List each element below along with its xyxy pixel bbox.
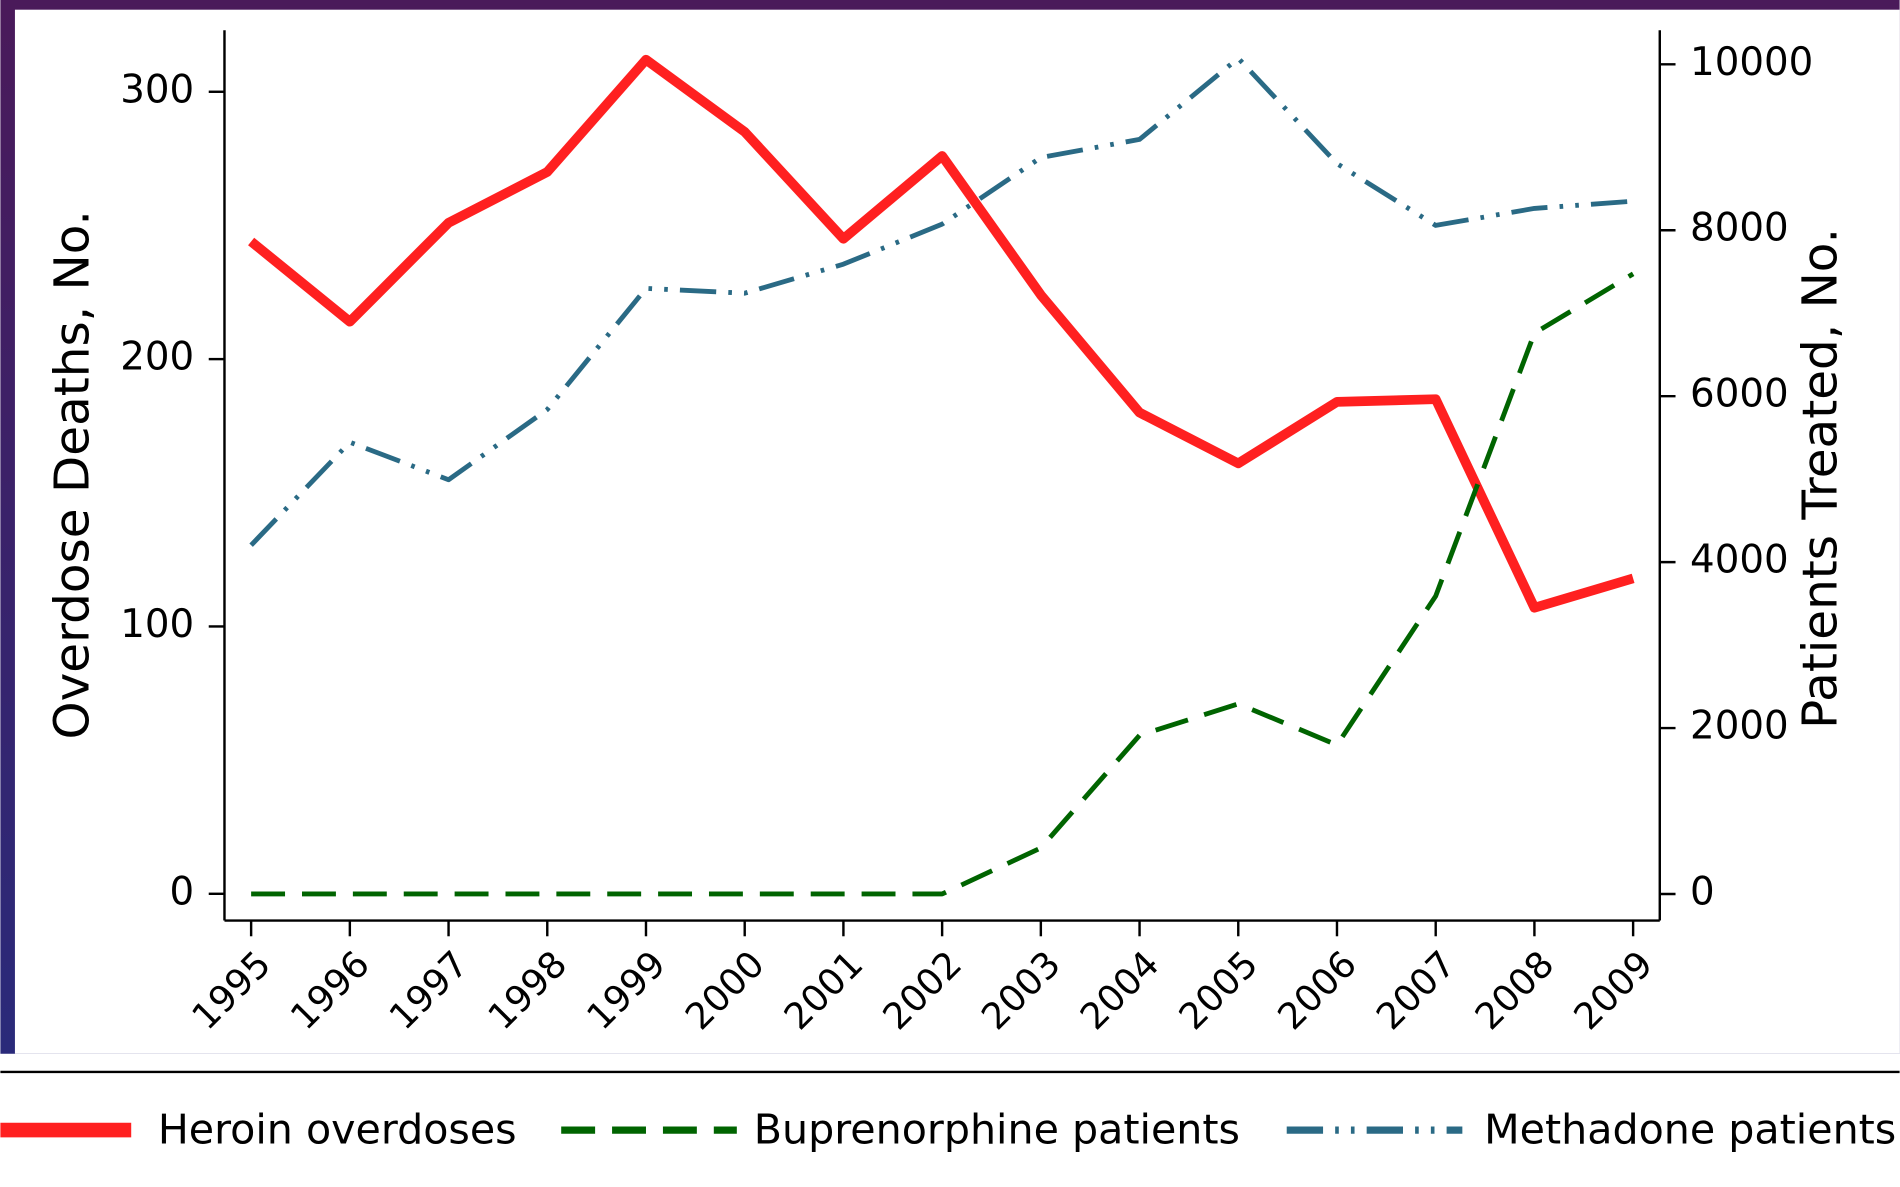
y-tick-label: 200	[120, 335, 194, 380]
legend-label: Methadone patients	[1484, 1105, 1896, 1153]
y2-tick-label: 2000	[1690, 704, 1789, 749]
legend-label: Buprenorphine patients	[754, 1105, 1240, 1153]
y2-axis-title: Patients Treated, No.	[1792, 228, 1848, 729]
y-tick-label: 300	[120, 67, 194, 112]
series-line	[248, 54, 1635, 613]
legend-label: Heroin overdoses	[158, 1105, 517, 1153]
y-tick-label: 0	[170, 869, 195, 914]
plot-background	[14, 9, 1900, 1054]
y2-tick-label: 4000	[1690, 538, 1789, 583]
y2-tick-label: 10000	[1690, 40, 1813, 85]
y2-tick-label: 0	[1690, 869, 1715, 914]
series-line	[249, 55, 1634, 547]
y2-tick-label: 6000	[1690, 372, 1789, 417]
y-axis-title: Overdose Deaths, No.	[44, 210, 100, 739]
series-line	[251, 271, 1635, 897]
y-tick-label: 100	[120, 602, 194, 647]
y2-tick-label: 8000	[1690, 206, 1789, 251]
